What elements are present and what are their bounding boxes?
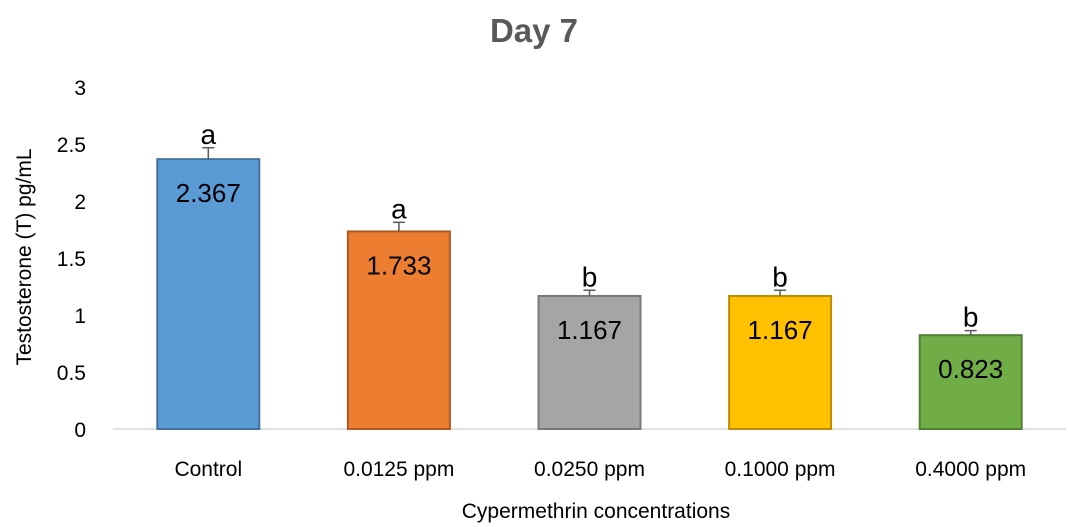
x-tick-label: Control [174,458,242,481]
chart-title: Day 7 [490,12,578,49]
data-label: 0.823 [938,354,1003,384]
y-tick-label: 1 [74,305,86,328]
data-label: 1.167 [748,315,813,345]
significance-letter: b [963,302,979,333]
y-tick-label: 0.5 [57,362,86,385]
y-tick-label: 0 [74,419,86,442]
y-tick-label: 1.5 [57,248,86,271]
x-axis-label: Cypermethrin concentrations [462,500,730,523]
significance-letter: b [772,261,788,292]
x-tick-label: 0.0125 ppm [343,458,454,481]
y-tick-label: 3 [74,77,86,100]
x-tick-label: 0.1000 ppm [725,458,836,481]
bars-group: 2.367 a 1.733 a 1.167 b 1.167 b 0.823 b [156,119,1023,431]
significance-letter: a [391,193,407,224]
data-label: 1.733 [366,250,431,280]
data-label: 1.167 [557,315,622,345]
bar [728,294,833,430]
data-label: 2.367 [176,178,241,208]
y-axis-ticks: 0 0.5 1 1.5 2 2.5 3 [57,77,86,442]
y-tick-label: 2 [74,191,86,214]
significance-letter: b [582,261,598,292]
y-tick-label: 2.5 [57,134,86,157]
significance-letter: a [201,119,217,150]
x-tick-label: 0.0250 ppm [534,458,645,481]
x-axis-ticks: Control 0.0125 ppm 0.0250 ppm 0.1000 ppm 0.4… [174,458,1026,481]
bar [156,158,261,431]
x-tick-label: 0.4000 ppm [915,458,1026,481]
y-axis-label: Testosterone (T) pg/mL [13,148,36,365]
